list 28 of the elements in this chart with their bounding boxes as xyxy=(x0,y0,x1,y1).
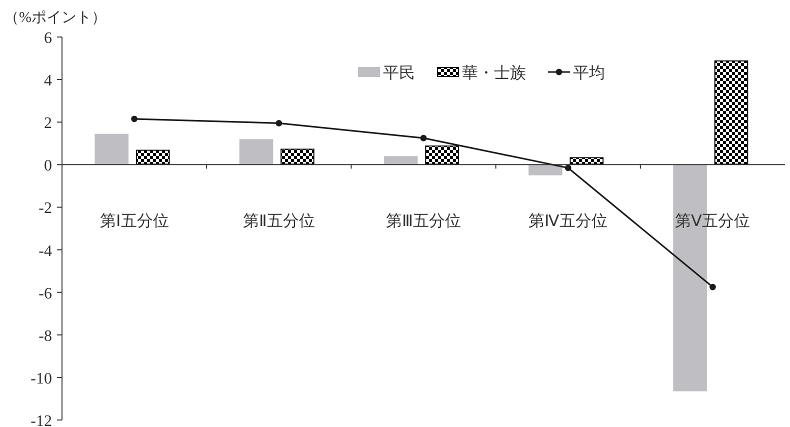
legend-label: 平民 xyxy=(383,65,415,82)
y-tick-label: 2 xyxy=(44,115,52,132)
bar xyxy=(239,139,274,165)
x-tick-label: 第Ⅴ五分位 xyxy=(675,212,750,230)
x-tick-label: 第Ⅲ五分位 xyxy=(386,212,461,230)
y-tick-label: -6 xyxy=(38,285,52,302)
y-tick-label: -2 xyxy=(38,200,52,218)
x-tick-label: 第Ⅳ五分位 xyxy=(528,212,608,230)
bar xyxy=(528,164,562,176)
y-axis-title: （%ポイント） xyxy=(4,10,106,26)
y-tick-label: -12 xyxy=(30,413,52,427)
x-tick-label: 第Ⅰ五分位 xyxy=(100,212,169,230)
y-tick-label: 6 xyxy=(44,30,52,47)
legend-label: 華・士族 xyxy=(462,64,526,82)
point xyxy=(276,120,282,126)
point xyxy=(131,116,138,122)
y-tick-label: 0 xyxy=(44,158,52,175)
x-tick-label: 第Ⅱ五分位 xyxy=(242,212,315,230)
legend-label: 平均 xyxy=(573,65,605,82)
y-tick-label: -10 xyxy=(30,370,52,388)
bar xyxy=(94,134,129,165)
y-tick-label: -4 xyxy=(38,242,52,260)
point xyxy=(564,164,572,172)
point xyxy=(710,284,716,290)
y-tick-label: 4 xyxy=(44,72,52,90)
point xyxy=(420,134,427,142)
y-tick-label: -8 xyxy=(38,328,52,345)
bar xyxy=(384,156,418,165)
